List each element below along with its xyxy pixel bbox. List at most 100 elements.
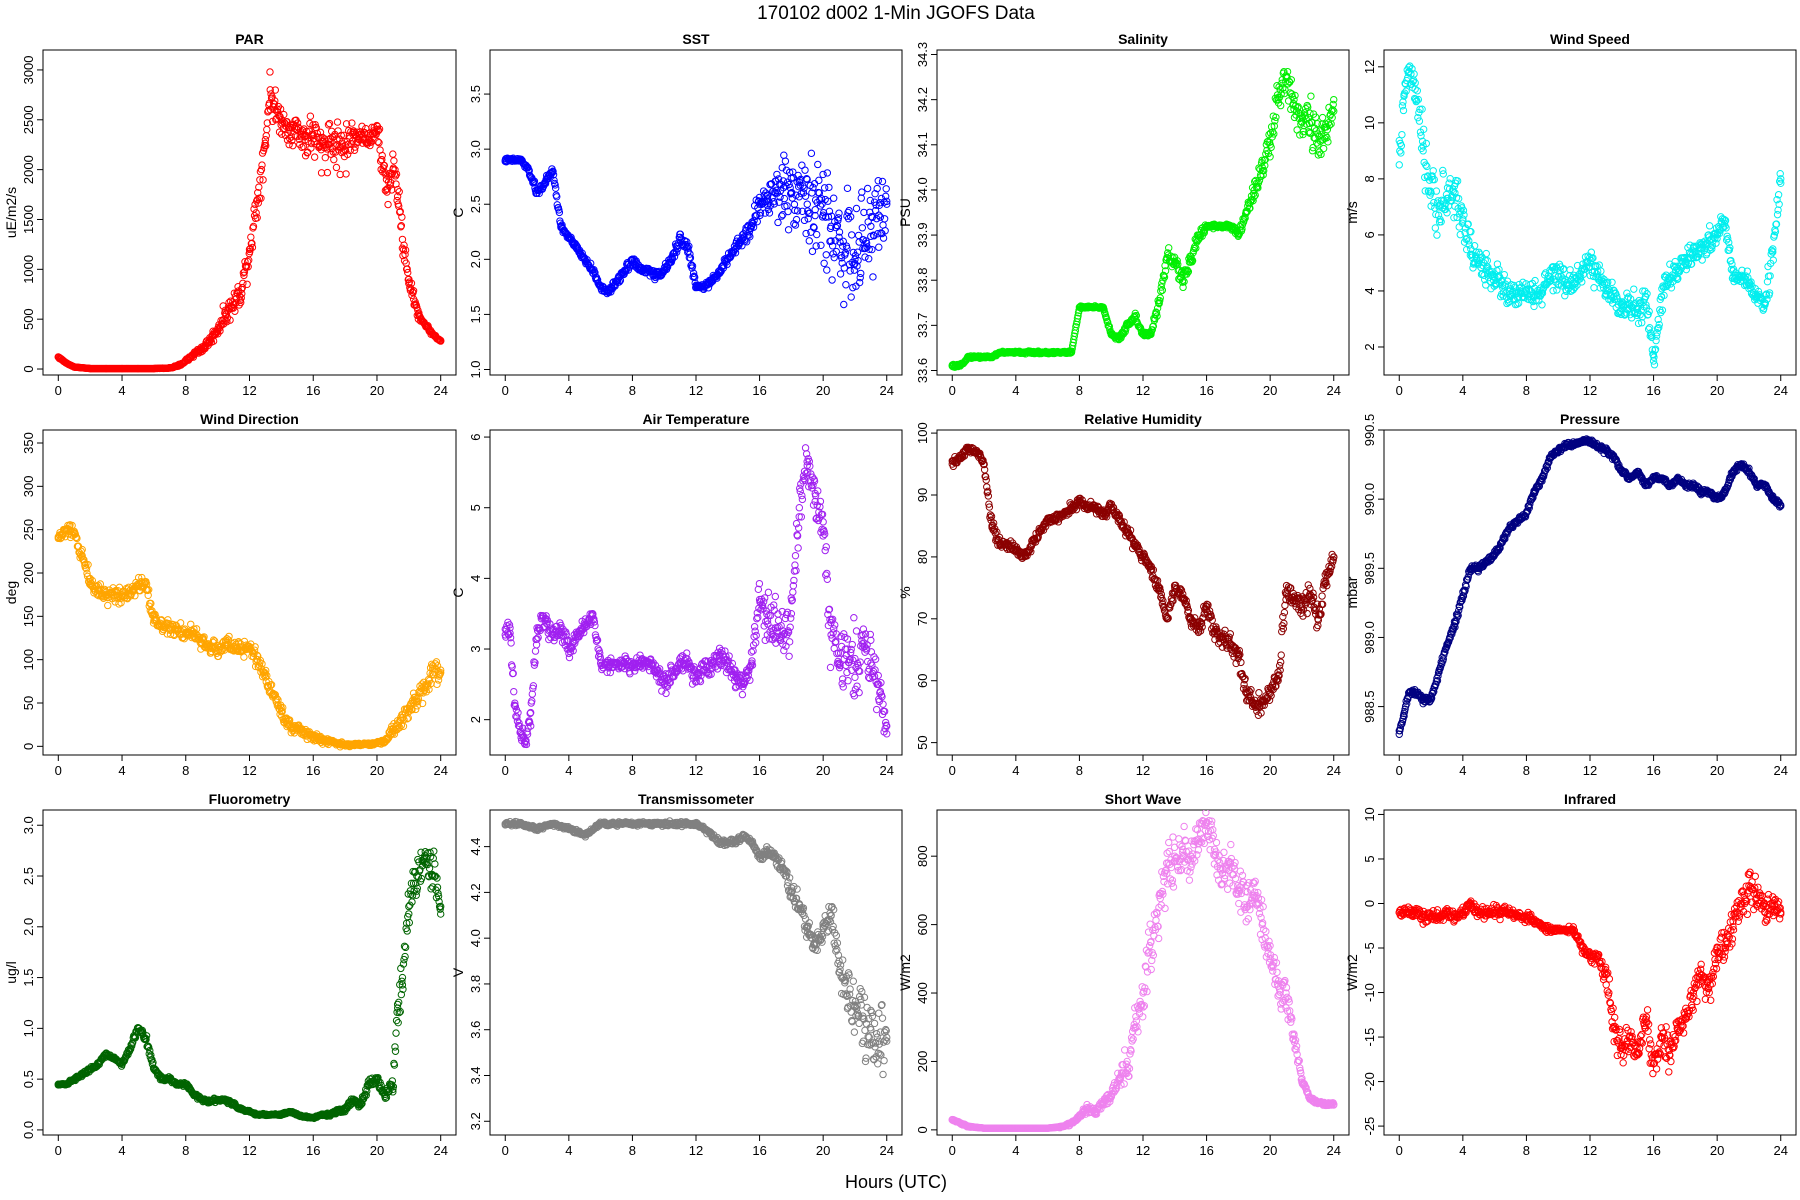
data-point xyxy=(293,119,302,127)
data-point xyxy=(1318,113,1327,122)
data-point xyxy=(820,184,829,192)
data-point xyxy=(724,657,733,665)
x-tick-label: 4 xyxy=(1012,763,1019,778)
x-tick-label: 12 xyxy=(689,763,703,778)
data-point xyxy=(667,258,676,266)
data-point xyxy=(661,670,670,678)
y-tick-label: 50 xyxy=(915,735,930,749)
data-point xyxy=(820,259,828,268)
data-point xyxy=(531,647,540,655)
data-point xyxy=(1188,256,1197,265)
data-point xyxy=(1722,224,1730,232)
data-point xyxy=(261,670,269,678)
figure-xlabel: Hours (UTC) xyxy=(845,1172,947,1192)
data-point xyxy=(1725,238,1733,247)
data-point xyxy=(1415,117,1424,125)
data-point xyxy=(249,222,258,231)
data-point xyxy=(1156,297,1164,305)
data-point xyxy=(288,136,296,145)
data-point xyxy=(393,192,402,201)
data-point xyxy=(1643,290,1651,298)
data-point xyxy=(981,472,990,481)
data-point xyxy=(785,180,793,189)
data-point xyxy=(1250,192,1258,201)
data-point xyxy=(1774,191,1783,199)
data-point xyxy=(860,208,868,217)
data-point xyxy=(511,699,519,707)
data-point xyxy=(789,168,797,176)
data-point xyxy=(615,278,624,286)
data-point xyxy=(829,194,838,202)
data-point xyxy=(310,153,319,161)
data-point xyxy=(317,169,326,177)
data-point xyxy=(823,575,832,583)
data-point xyxy=(836,270,845,278)
data-point xyxy=(1772,220,1781,228)
data-point xyxy=(1180,277,1188,286)
data-point xyxy=(819,532,827,540)
data-point xyxy=(959,453,967,461)
data-point xyxy=(754,613,762,622)
data-point xyxy=(84,560,92,569)
x-tick-label: 20 xyxy=(370,763,384,778)
data-point xyxy=(858,636,866,645)
data-point xyxy=(1763,295,1771,304)
data-point xyxy=(1439,170,1447,178)
data-point xyxy=(1642,301,1650,309)
data-point xyxy=(1617,310,1625,319)
data-point xyxy=(1315,148,1324,156)
data-point xyxy=(1530,302,1538,311)
data-point xyxy=(1395,161,1403,169)
data-point xyxy=(817,241,825,250)
data-point xyxy=(1657,308,1665,317)
data-point xyxy=(544,617,552,626)
data-point xyxy=(822,543,830,551)
data-point xyxy=(257,194,265,202)
data-point xyxy=(855,278,864,287)
data-point xyxy=(551,181,559,189)
data-point xyxy=(574,632,583,641)
data-point xyxy=(1553,286,1561,294)
plot-frame xyxy=(489,429,903,756)
data-point xyxy=(810,477,819,485)
data-point xyxy=(1276,101,1285,110)
data-point xyxy=(1459,215,1467,223)
data-point xyxy=(549,171,558,179)
data-point xyxy=(1721,216,1730,225)
data-point xyxy=(1652,332,1661,340)
data-point xyxy=(811,206,819,214)
x-tick-label: 8 xyxy=(1076,763,1083,778)
data-point xyxy=(1319,144,1328,153)
data-point xyxy=(1531,276,1539,285)
data-point xyxy=(263,125,271,134)
data-point xyxy=(316,128,325,137)
y-tick-label: 6 xyxy=(468,433,483,440)
data-point xyxy=(143,586,152,595)
x-tick-label: 4 xyxy=(118,383,125,398)
data-point xyxy=(285,134,294,142)
panel-title: Air Temperature xyxy=(642,411,749,427)
data-point xyxy=(835,209,843,217)
data-point xyxy=(591,621,599,630)
data-point xyxy=(541,179,550,188)
data-point xyxy=(262,142,270,150)
data-point xyxy=(780,646,788,655)
y-axis-label: m/s xyxy=(1344,201,1360,224)
data-point xyxy=(826,663,835,672)
data-point xyxy=(325,119,334,128)
data-point xyxy=(1451,179,1460,187)
data-point xyxy=(874,230,882,238)
data-point xyxy=(853,248,862,256)
data-point xyxy=(1187,253,1195,261)
data-point xyxy=(984,492,993,500)
data-point xyxy=(553,193,561,201)
data-point xyxy=(1413,97,1421,105)
data-point xyxy=(1407,70,1415,78)
data-point xyxy=(237,294,245,302)
data-point xyxy=(1323,125,1332,134)
data-point xyxy=(1566,266,1574,274)
data-point xyxy=(787,609,796,618)
data-point xyxy=(686,250,694,258)
data-point xyxy=(1430,175,1438,184)
